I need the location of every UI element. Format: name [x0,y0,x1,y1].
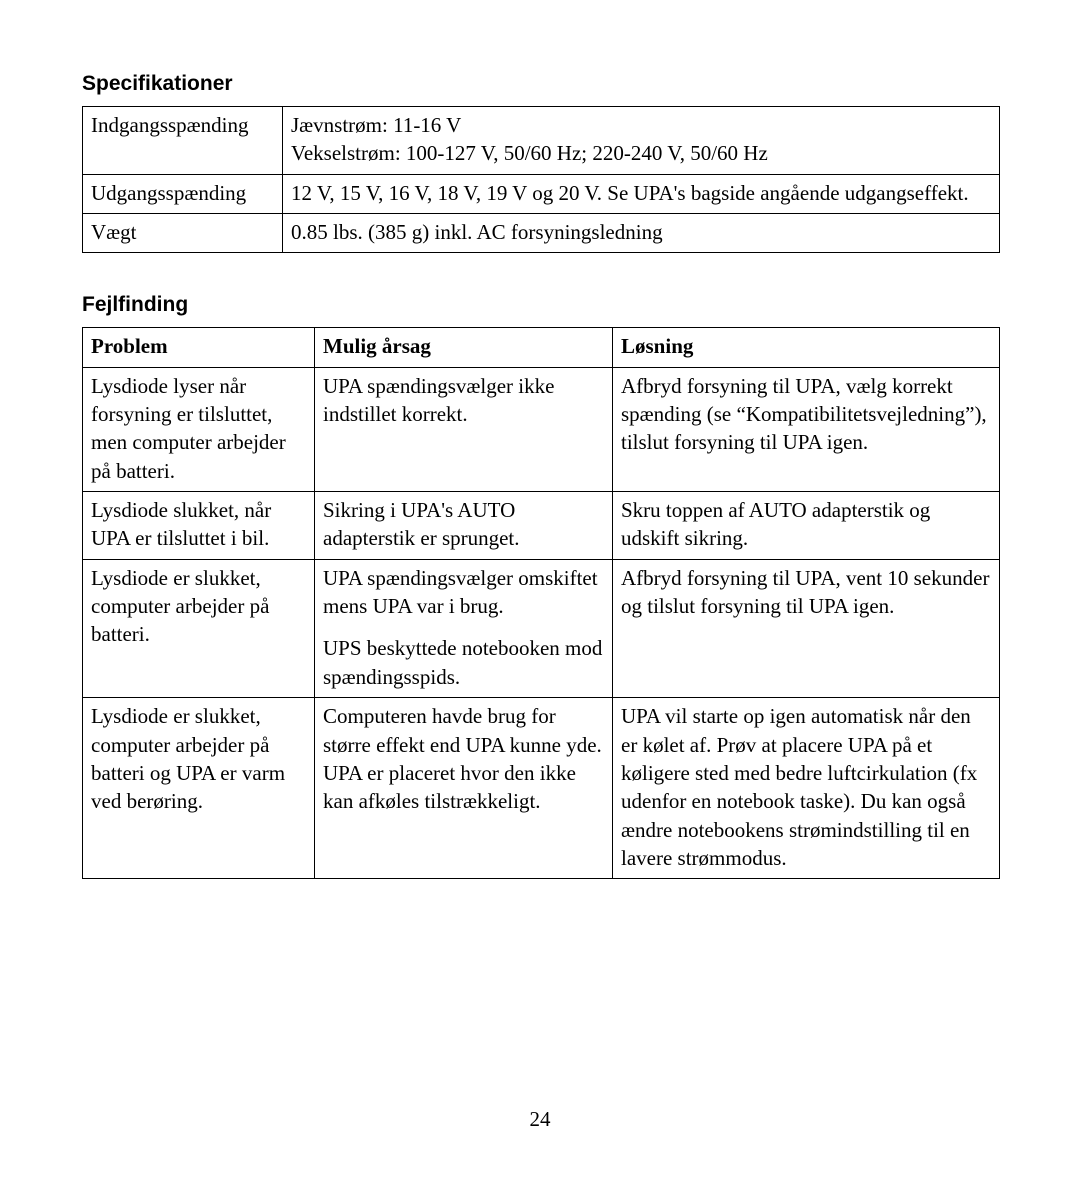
spec-label: Vægt [83,214,283,253]
manual-page: Specifikationer Indgangsspænding Jævnstr… [0,0,1080,1178]
page-number: 24 [0,1107,1080,1132]
cell-problem: Lysdiode slukket, når UPA er tilsluttet … [83,492,315,560]
spec-value: Jævnstrøm: 11-16 VVekselstrøm: 100-127 V… [283,107,1000,175]
table-header-row: Problem Mulig årsag Løsning [83,328,1000,367]
cell-cause: Computeren havde brug for større effekt … [315,698,613,879]
troubleshooting-table: Problem Mulig årsag Løsning Lysdiode lys… [82,327,1000,879]
spec-value: 0.85 lbs. (385 g) inkl. AC forsyningsled… [283,214,1000,253]
cell-cause: Sikring i UPA's AUTO adapterstik er spru… [315,492,613,560]
cell-problem: Lysdiode er slukket, computer arbejder p… [83,559,315,697]
spec-label: Udgangsspænding [83,174,283,213]
spec-value: 12 V, 15 V, 16 V, 18 V, 19 V og 20 V. Se… [283,174,1000,213]
cell-cause: UPA spændingsvælger omskiftet mens UPA v… [315,559,613,697]
table-row: Vægt 0.85 lbs. (385 g) inkl. AC forsynin… [83,214,1000,253]
section-gap [82,253,1000,293]
col-header-cause: Mulig årsag [315,328,613,367]
col-header-solution: Løsning [613,328,1000,367]
table-row: Udgangsspænding 12 V, 15 V, 16 V, 18 V, … [83,174,1000,213]
table-row: Lysdiode slukket, når UPA er tilsluttet … [83,492,1000,560]
spec-label: Indgangsspænding [83,107,283,175]
cell-solution: UPA vil starte op igen automatisk når de… [613,698,1000,879]
table-row: Lysdiode lyser når forsyning er tilslutt… [83,367,1000,491]
cell-cause: UPA spændingsvælger ikke indstillet korr… [315,367,613,491]
cell-cause-part: UPA spændingsvælger omskiftet mens UPA v… [323,564,604,621]
table-row: Indgangsspænding Jævnstrøm: 11-16 VVekse… [83,107,1000,175]
troubleshooting-heading: Fejlfinding [82,293,1000,317]
cell-solution: Afbryd forsyning til UPA, vælg korrekt s… [613,367,1000,491]
col-header-problem: Problem [83,328,315,367]
cell-problem: Lysdiode er slukket, computer arbejder p… [83,698,315,879]
table-row: Lysdiode er slukket, computer arbejder p… [83,559,1000,697]
specifications-heading: Specifikationer [82,72,1000,96]
cell-solution: Afbryd forsyning til UPA, vent 10 sekund… [613,559,1000,697]
cell-cause-part: UPS beskyttede notebooken mod spændingss… [323,634,604,691]
cell-solution: Skru toppen af AUTO adapterstik og udski… [613,492,1000,560]
specifications-table: Indgangsspænding Jævnstrøm: 11-16 VVekse… [82,106,1000,253]
table-row: Lysdiode er slukket, computer arbejder p… [83,698,1000,879]
cell-problem: Lysdiode lyser når forsyning er tilslutt… [83,367,315,491]
